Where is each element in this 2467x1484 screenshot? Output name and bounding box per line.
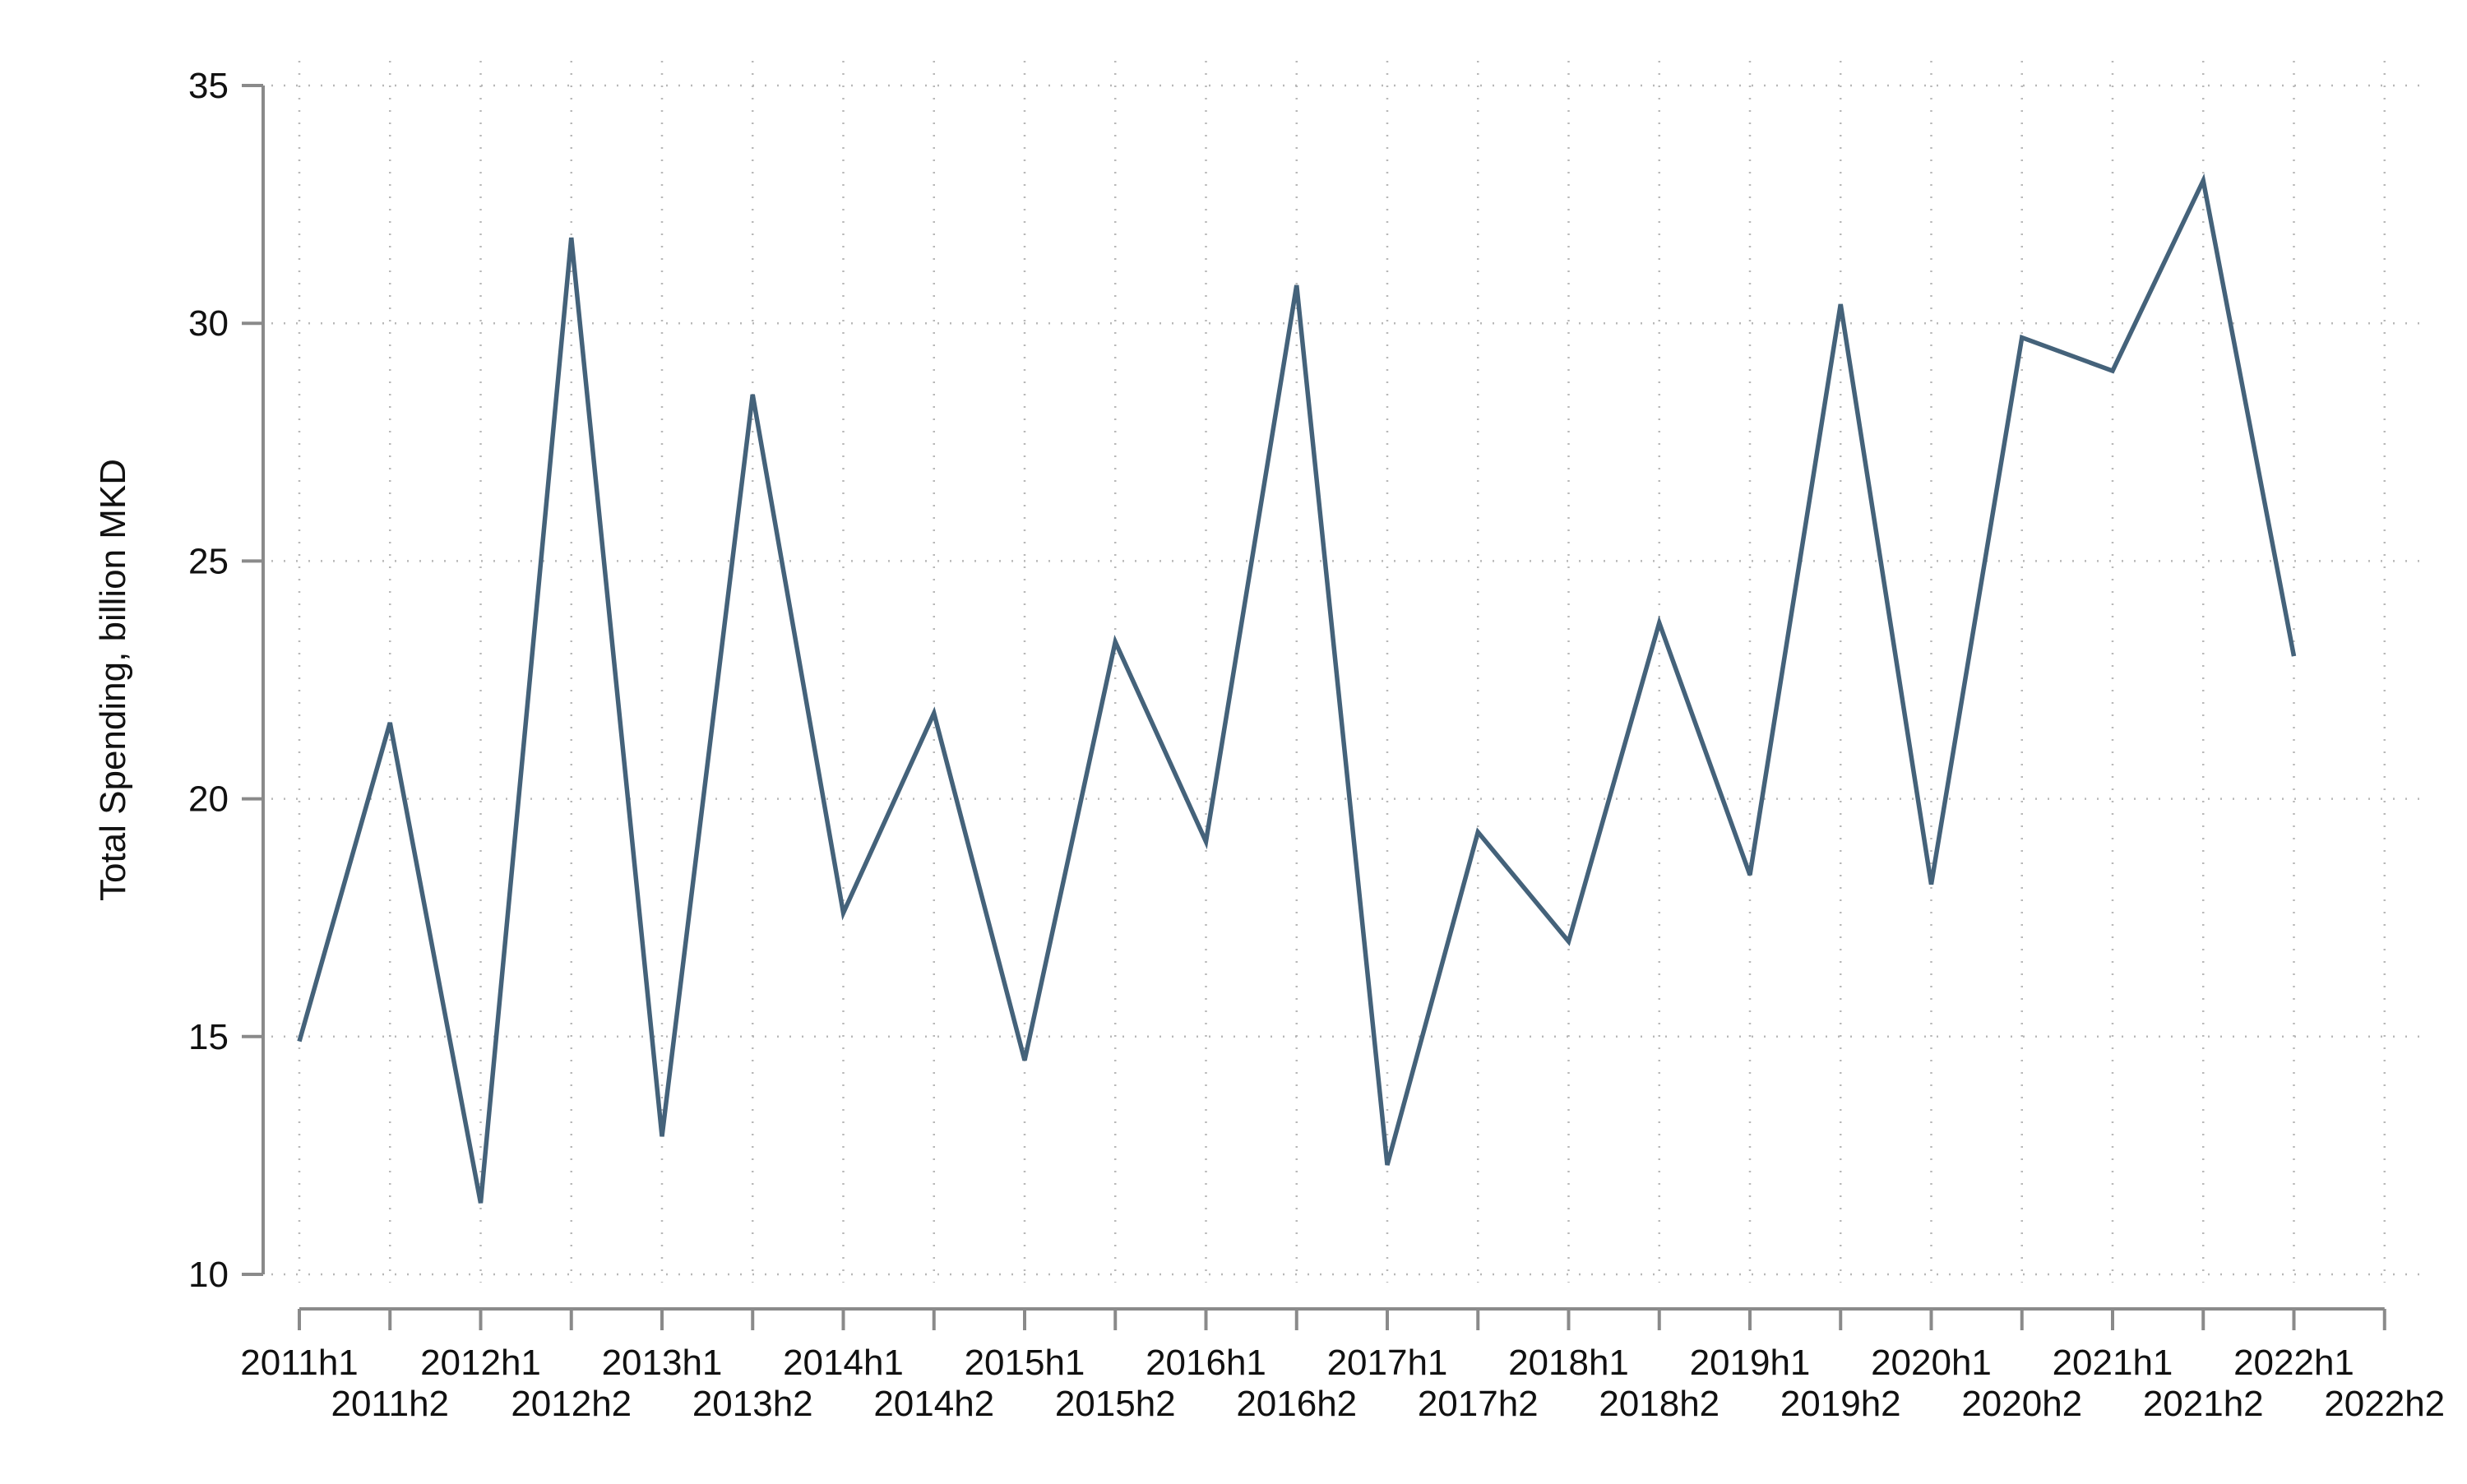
x-tick-label: 2014h1 — [783, 1343, 904, 1383]
x-tick-label: 2013h1 — [602, 1343, 723, 1383]
x-tick-label: 2016h1 — [1146, 1343, 1266, 1383]
y-tick-label: 15 — [188, 1017, 229, 1057]
x-tick-label: 2015h1 — [965, 1343, 1085, 1383]
x-tick-label: 2012h1 — [420, 1343, 541, 1383]
y-tick-label: 10 — [188, 1255, 229, 1295]
label-layer: 1015202530352011h12011h22012h12012h22013… — [93, 66, 2445, 1424]
x-tick-label: 2019h2 — [1780, 1384, 1901, 1424]
y-tick-label: 30 — [188, 303, 229, 344]
y-tick-label: 25 — [188, 541, 229, 581]
grid-layer — [271, 61, 2426, 1283]
y-axis-title: Total Spending, billion MKD — [93, 459, 133, 901]
x-tick-label: 2020h2 — [1961, 1384, 2082, 1424]
y-tick-label: 35 — [188, 66, 229, 106]
x-tick-label: 2013h2 — [692, 1384, 813, 1424]
x-tick-label: 2022h2 — [2324, 1384, 2445, 1424]
series-line — [299, 181, 2294, 1204]
x-tick-label: 2011h1 — [240, 1343, 359, 1383]
series-layer — [299, 181, 2294, 1204]
x-tick-label: 2018h1 — [1508, 1343, 1629, 1383]
x-tick-label: 2012h2 — [511, 1384, 632, 1424]
x-tick-label: 2015h2 — [1055, 1384, 1176, 1424]
x-tick-label: 2018h2 — [1599, 1384, 1719, 1424]
x-tick-label: 2022h1 — [2233, 1343, 2354, 1383]
x-tick-label: 2017h2 — [1418, 1384, 1539, 1424]
x-tick-label: 2014h2 — [873, 1384, 994, 1424]
x-tick-label: 2011h2 — [331, 1384, 449, 1424]
axis-layer — [242, 86, 2385, 1330]
x-tick-label: 2016h2 — [1236, 1384, 1357, 1424]
y-tick-label: 20 — [188, 779, 229, 820]
x-tick-label: 2020h1 — [1871, 1343, 1992, 1383]
x-tick-label: 2021h1 — [2053, 1343, 2173, 1383]
x-tick-label: 2021h2 — [2143, 1384, 2264, 1424]
x-tick-label: 2017h1 — [1327, 1343, 1448, 1383]
x-tick-label: 2019h1 — [1690, 1343, 1811, 1383]
